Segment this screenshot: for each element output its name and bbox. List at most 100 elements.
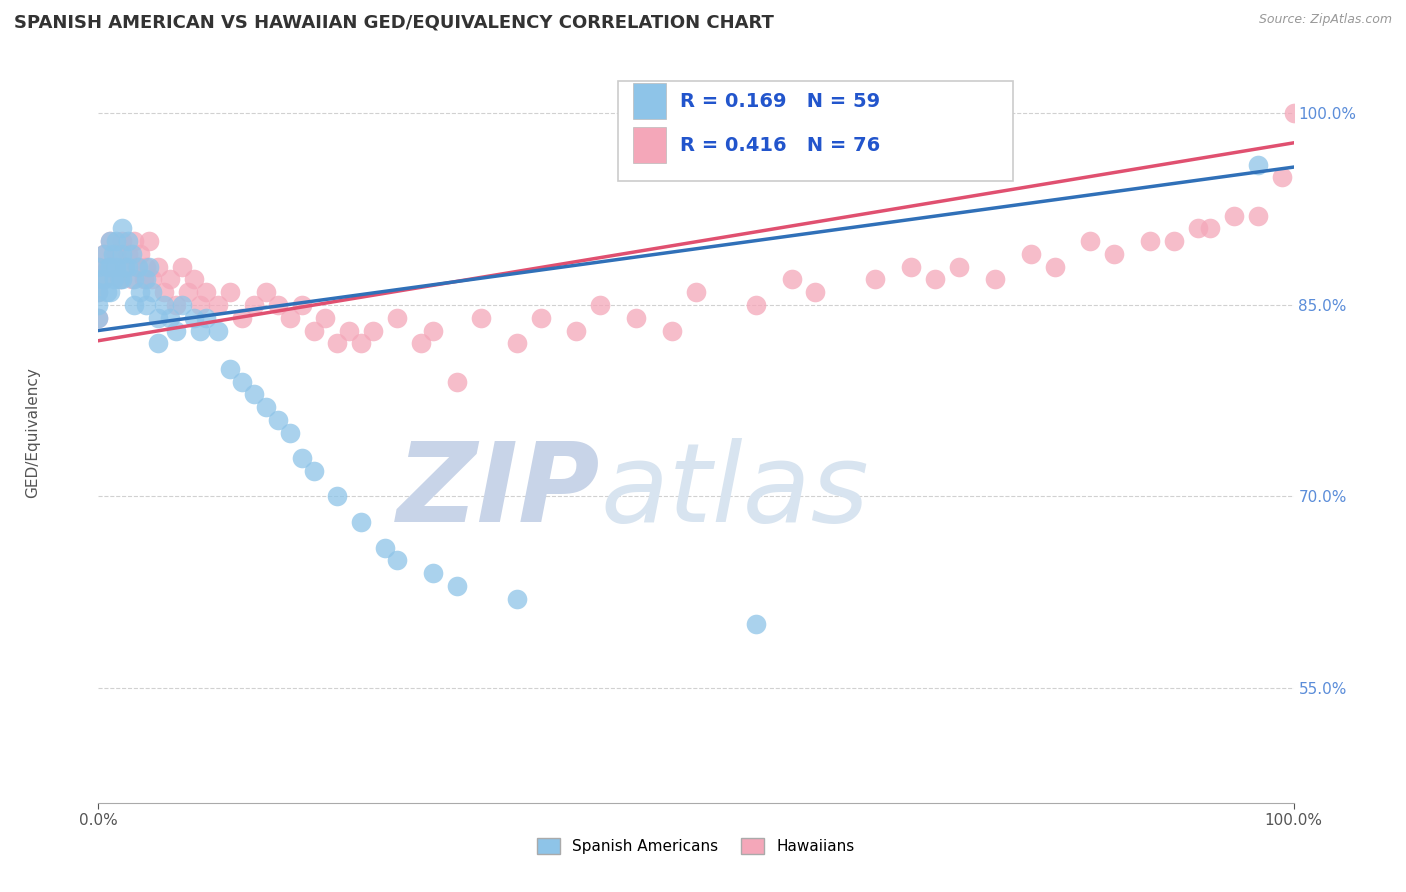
Point: [183, 272, 205, 286]
Text: SPANISH AMERICAN VS HAWAIIAN GED/EQUIVALENCY CORRELATION CHART: SPANISH AMERICAN VS HAWAIIAN GED/EQUIVAL…: [14, 13, 773, 31]
Point: [98, 234, 122, 248]
Point: [103, 272, 125, 286]
Point: [422, 566, 444, 580]
Point: [326, 490, 349, 504]
Point: [195, 310, 218, 325]
Point: [138, 234, 160, 248]
Point: [291, 298, 314, 312]
Point: [98, 234, 122, 248]
Point: [87, 285, 110, 300]
Point: [129, 285, 152, 300]
Point: [1104, 247, 1126, 261]
Point: [685, 285, 707, 300]
Point: [111, 221, 134, 235]
Text: Source: ZipAtlas.com: Source: ZipAtlas.com: [1258, 13, 1392, 27]
Point: [111, 247, 134, 261]
Point: [422, 324, 444, 338]
Point: [114, 260, 136, 274]
Point: [1271, 170, 1294, 185]
Point: [141, 285, 163, 300]
FancyBboxPatch shape: [619, 81, 1012, 181]
Point: [780, 272, 803, 286]
Point: [97, 260, 120, 274]
Point: [124, 234, 146, 248]
Point: [127, 260, 149, 274]
Point: [141, 272, 163, 286]
Text: ZIP: ZIP: [396, 438, 600, 545]
Point: [278, 425, 301, 440]
Point: [165, 298, 187, 312]
Point: [121, 247, 143, 261]
Point: [188, 324, 211, 338]
Point: [411, 336, 433, 351]
Text: atlas: atlas: [600, 438, 869, 545]
Point: [350, 515, 373, 529]
Point: [231, 310, 253, 325]
Point: [87, 260, 110, 274]
Point: [1247, 157, 1270, 171]
Point: [153, 298, 176, 312]
Point: [165, 324, 187, 338]
Point: [135, 272, 157, 286]
Point: [1223, 209, 1246, 223]
Point: [124, 298, 146, 312]
Point: [105, 260, 128, 274]
Point: [98, 260, 122, 274]
Point: [339, 324, 361, 338]
Point: [117, 247, 139, 261]
Point: [326, 336, 349, 351]
Point: [135, 298, 157, 312]
Point: [865, 272, 887, 286]
Point: [254, 400, 277, 414]
Point: [267, 413, 290, 427]
Point: [470, 310, 492, 325]
Point: [530, 310, 553, 325]
Point: [93, 272, 115, 286]
Point: [111, 272, 134, 286]
Point: [96, 285, 118, 300]
Point: [374, 541, 396, 555]
Point: [1282, 106, 1305, 120]
Point: [219, 285, 242, 300]
Point: [446, 375, 468, 389]
Point: [101, 260, 124, 274]
Point: [589, 298, 612, 312]
Point: [121, 272, 143, 286]
Point: [105, 234, 128, 248]
Point: [183, 310, 205, 325]
Point: [124, 272, 146, 286]
Point: [565, 324, 588, 338]
Point: [105, 247, 128, 261]
Point: [350, 336, 373, 351]
Point: [984, 272, 1007, 286]
Point: [506, 591, 529, 606]
Point: [1199, 221, 1222, 235]
Point: [98, 285, 122, 300]
Point: [132, 272, 155, 286]
Point: [177, 285, 200, 300]
Point: [159, 310, 181, 325]
Point: [1187, 221, 1209, 235]
Point: [1019, 247, 1042, 261]
Point: [125, 260, 148, 274]
Point: [87, 260, 110, 274]
Point: [1163, 234, 1185, 248]
Point: [745, 617, 768, 632]
Point: [291, 451, 314, 466]
Point: [111, 234, 134, 248]
Point: [661, 324, 683, 338]
Point: [138, 260, 160, 274]
Point: [385, 553, 409, 567]
Point: [148, 260, 170, 274]
Text: R = 0.416   N = 76: R = 0.416 N = 76: [681, 136, 880, 154]
Point: [948, 260, 970, 274]
Point: [153, 285, 176, 300]
Point: [129, 247, 152, 261]
Point: [302, 324, 325, 338]
Point: [506, 336, 529, 351]
Point: [188, 298, 211, 312]
Point: [446, 579, 468, 593]
Point: [87, 310, 110, 325]
Text: R = 0.169   N = 59: R = 0.169 N = 59: [681, 92, 880, 111]
Point: [626, 310, 648, 325]
